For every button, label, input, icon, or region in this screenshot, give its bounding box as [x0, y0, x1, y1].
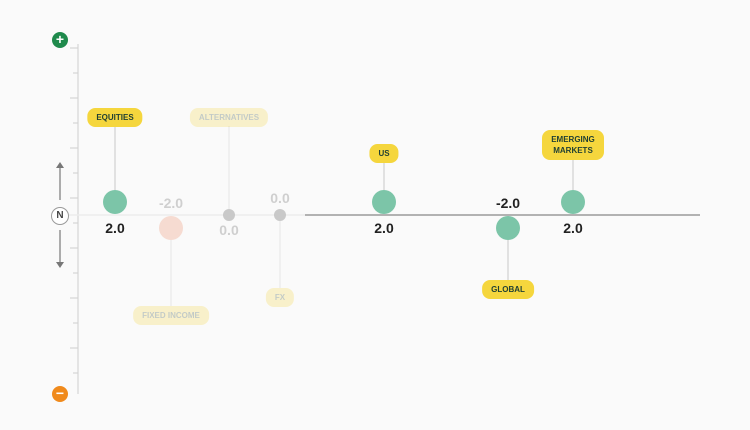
value-label: 2.0: [374, 220, 394, 236]
overweight-plus-icon[interactable]: +: [52, 32, 68, 48]
value-label: 2.0: [105, 220, 125, 236]
underweight-minus-icon[interactable]: −: [52, 386, 68, 402]
up-arrow-head-icon: [56, 162, 64, 168]
data-point: [274, 209, 286, 221]
value-label: -2.0: [158, 195, 184, 211]
asset-class-tag[interactable]: US: [369, 144, 399, 163]
data-point: [372, 190, 396, 214]
asset-class-tag[interactable]: FX: [265, 288, 295, 307]
value-label: 2.0: [563, 220, 583, 236]
data-point: [223, 209, 235, 221]
asset-class-tag[interactable]: EMERGING MARKETS: [542, 130, 604, 160]
down-arrow-head-icon: [56, 262, 64, 268]
value-label: 0.0: [219, 222, 239, 238]
value-label: -2.0: [495, 195, 521, 211]
data-point: [159, 216, 183, 240]
data-point: [103, 190, 127, 214]
data-point: [561, 190, 585, 214]
value-label: 0.0: [270, 190, 290, 206]
asset-class-tag[interactable]: FIXED INCOME: [133, 306, 209, 325]
asset-class-tag[interactable]: EQUITIES: [87, 108, 143, 127]
asset-class-tag[interactable]: GLOBAL: [482, 280, 534, 299]
neutral-marker: N: [51, 207, 69, 225]
asset-class-tag[interactable]: ALTERNATIVES: [189, 108, 269, 127]
data-point: [496, 216, 520, 240]
